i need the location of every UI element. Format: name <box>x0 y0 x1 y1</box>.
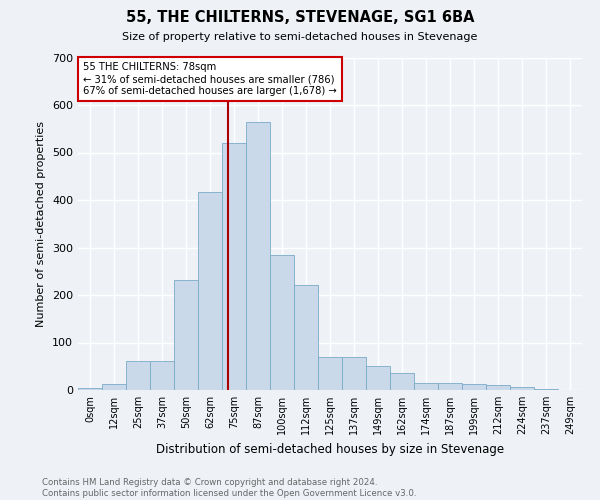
Bar <box>534 389 558 390</box>
Bar <box>342 357 366 390</box>
Bar <box>414 383 438 390</box>
Text: 55, THE CHILTERNS, STEVENAGE, SG1 6BA: 55, THE CHILTERNS, STEVENAGE, SG1 6BA <box>126 10 474 25</box>
Bar <box>438 383 462 390</box>
Bar <box>510 386 534 390</box>
Text: Contains HM Land Registry data © Crown copyright and database right 2024.
Contai: Contains HM Land Registry data © Crown c… <box>42 478 416 498</box>
Bar <box>246 122 270 390</box>
Text: Size of property relative to semi-detached houses in Stevenage: Size of property relative to semi-detach… <box>122 32 478 42</box>
X-axis label: Distribution of semi-detached houses by size in Stevenage: Distribution of semi-detached houses by … <box>156 442 504 456</box>
Bar <box>222 143 246 390</box>
Bar <box>390 374 414 390</box>
Bar <box>174 280 198 390</box>
Bar <box>486 385 510 390</box>
Bar <box>102 384 126 390</box>
Bar <box>294 284 318 390</box>
Y-axis label: Number of semi-detached properties: Number of semi-detached properties <box>37 120 46 327</box>
Bar <box>462 384 486 390</box>
Bar <box>126 360 150 390</box>
Bar <box>150 360 174 390</box>
Bar <box>318 357 342 390</box>
Bar <box>270 254 294 390</box>
Bar <box>78 388 102 390</box>
Bar <box>366 366 390 390</box>
Bar <box>198 192 222 390</box>
Text: 55 THE CHILTERNS: 78sqm
← 31% of semi-detached houses are smaller (786)
67% of s: 55 THE CHILTERNS: 78sqm ← 31% of semi-de… <box>83 62 337 96</box>
